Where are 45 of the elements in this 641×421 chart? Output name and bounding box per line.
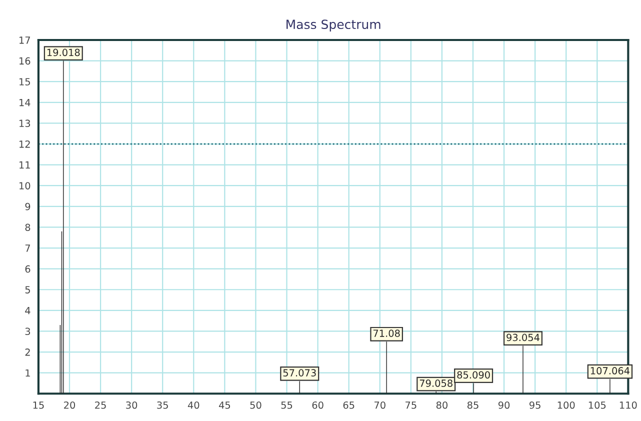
x-tick-label: 90 <box>498 401 510 409</box>
annotation: 85.090 <box>457 371 490 379</box>
y-tick-label: 16 <box>20 57 30 65</box>
chart-title: Mass Spectrum <box>286 20 380 32</box>
x-tick-label: 40 <box>188 401 200 409</box>
y-tick-label: 5 <box>25 286 30 294</box>
x-tick-label: 35 <box>157 401 168 409</box>
x-tick-label: 85 <box>467 401 478 409</box>
y-tick-label: 11 <box>20 161 30 169</box>
y-tick-label: 2 <box>25 348 30 356</box>
annotation: 79.058 <box>420 380 452 387</box>
x-tick-label: 75 <box>406 402 416 409</box>
y-tick-label: 8 <box>25 224 30 232</box>
y-tick-label: 17 <box>20 36 30 44</box>
y-tick-label: 9 <box>25 202 30 210</box>
x-tick-label: 20 <box>64 401 76 409</box>
x-tick-label: 60 <box>312 401 324 409</box>
annotation: 57.073 <box>283 369 316 376</box>
x-tick-label: 100 <box>558 401 575 409</box>
x-tick-label: 45 <box>218 402 230 409</box>
y-tick-label: 12 <box>20 140 30 148</box>
x-tick-label: 50 <box>250 401 262 409</box>
y-tick-label: 14 <box>20 99 30 106</box>
y-tick-label: 7 <box>25 244 30 252</box>
y-tick-label: 15 <box>20 78 30 86</box>
x-tick-label: 25 <box>95 401 106 409</box>
x-tick-label: 80 <box>436 401 448 409</box>
annotation: 107.064 <box>590 367 630 374</box>
y-tick-label: 1 <box>26 369 30 377</box>
annotation: 93.054 <box>506 334 540 342</box>
y-tick-label: 10 <box>20 182 30 190</box>
x-tick-label: 110 <box>620 401 637 409</box>
x-tick-label: 65 <box>343 401 354 409</box>
annotation: 71.08 <box>373 330 400 337</box>
y-tick-label: 6 <box>25 265 30 273</box>
x-tick-label: 30 <box>126 401 138 409</box>
x-tick-label: 105 <box>588 401 606 409</box>
x-tick-label: 15 <box>33 402 44 409</box>
annotation: 19.018 <box>47 48 80 56</box>
y-tick-label: 3 <box>25 328 30 336</box>
y-tick-label: 13 <box>20 120 30 128</box>
x-tick-label: 70 <box>374 401 386 409</box>
y-tick-label: 4 <box>25 307 30 314</box>
x-tick-label: 55 <box>281 402 292 409</box>
x-tick-label: 95 <box>529 401 540 409</box>
